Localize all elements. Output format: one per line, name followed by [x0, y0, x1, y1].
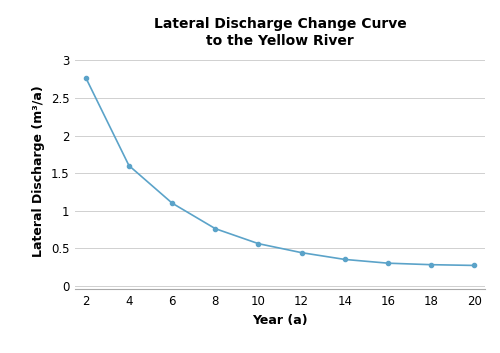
Y-axis label: Lateral Discharge (m³/a): Lateral Discharge (m³/a) [32, 85, 46, 257]
X-axis label: Year (a): Year (a) [252, 313, 308, 327]
Title: Lateral Discharge Change Curve
to the Yellow River: Lateral Discharge Change Curve to the Ye… [154, 17, 406, 48]
